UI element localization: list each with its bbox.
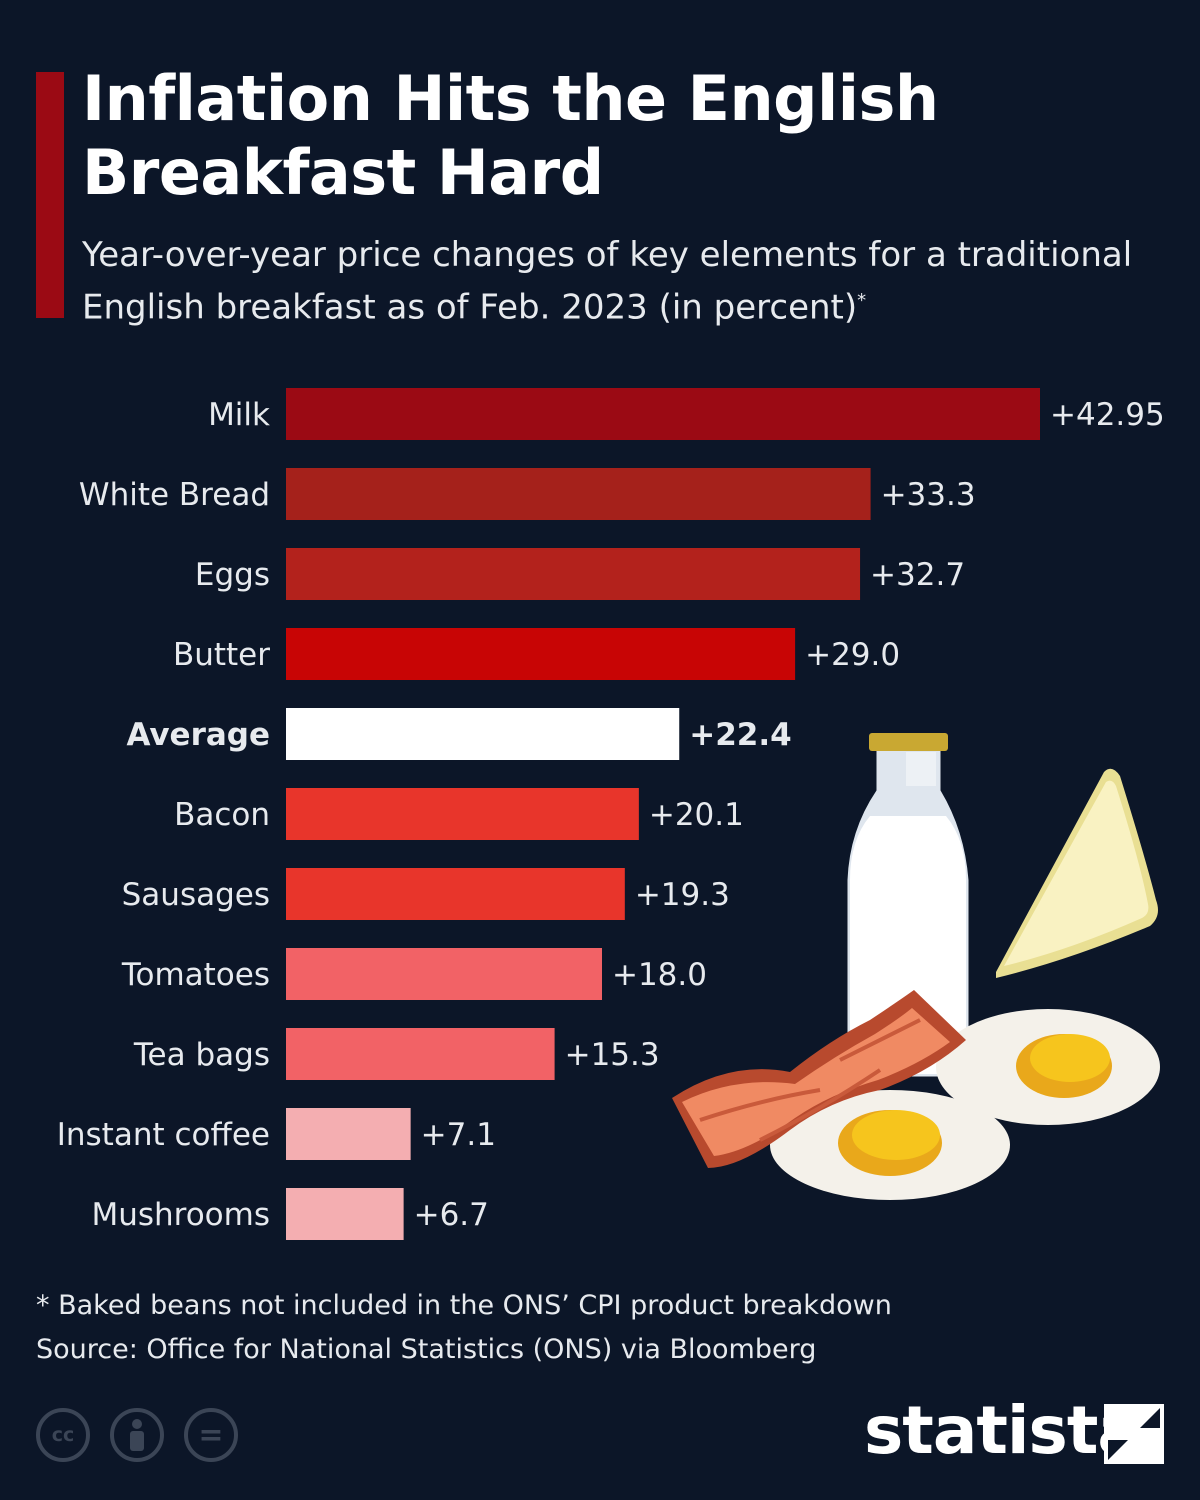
breakfast-illustration xyxy=(672,733,1160,1200)
category-label: Mushrooms xyxy=(91,1197,270,1233)
category-label: Average xyxy=(126,717,270,753)
chart-subtitle: Year-over-year price changes of key elem… xyxy=(82,232,1172,330)
bar xyxy=(286,628,796,680)
bar xyxy=(286,1188,404,1240)
bar xyxy=(286,548,861,600)
value-label: +7.1 xyxy=(421,1117,496,1153)
value-label: +15.3 xyxy=(565,1037,660,1073)
bar xyxy=(286,948,602,1000)
value-label: +20.1 xyxy=(649,797,744,833)
nd-icon[interactable]: = xyxy=(184,1408,238,1462)
bacon-icon xyxy=(672,990,966,1168)
category-label: Instant coffee xyxy=(57,1117,270,1153)
cc-icon[interactable]: cc xyxy=(36,1408,90,1462)
value-label: +29.0 xyxy=(805,637,900,673)
bar-chart: Milk +42.95 White Bread +33.3 Eggs +32.7 Butte… xyxy=(57,388,1165,1240)
by-icon[interactable] xyxy=(110,1408,164,1462)
bar xyxy=(286,868,625,920)
value-label: +33.3 xyxy=(881,477,976,513)
category-label: White Bread xyxy=(79,477,270,513)
category-label: Bacon xyxy=(174,797,270,833)
category-label: Tomatoes xyxy=(121,957,270,993)
bars-group: Milk +42.95 White Bread +33.3 Eggs +32.7 Butte… xyxy=(57,388,1165,1240)
value-label: +18.0 xyxy=(612,957,707,993)
chart-title: Inflation Hits the English Breakfast Har… xyxy=(82,62,939,209)
subtitle-note-marker: * xyxy=(857,290,867,311)
value-label: +19.3 xyxy=(635,877,730,913)
bar xyxy=(286,1108,411,1160)
statista-logo-icon[interactable] xyxy=(1104,1404,1164,1464)
category-label: Butter xyxy=(173,637,270,673)
value-label: +42.95 xyxy=(1050,397,1165,433)
category-label: Milk xyxy=(208,397,270,433)
value-label: +22.4 xyxy=(689,717,791,753)
bar xyxy=(286,388,1040,440)
footnote: * Baked beans not included in the ONS’ C… xyxy=(36,1290,892,1321)
category-label: Tea bags xyxy=(133,1037,270,1073)
value-label: +32.7 xyxy=(870,557,965,593)
toast-icon xyxy=(996,768,1158,978)
title-accent-bar xyxy=(36,72,64,318)
source-note: Source: Office for National Statistics (… xyxy=(36,1334,817,1365)
category-label: Eggs xyxy=(195,557,270,593)
subtitle-text: Year-over-year price changes of key elem… xyxy=(82,235,1133,328)
bar xyxy=(286,788,639,840)
fried-eggs-icon xyxy=(770,1009,1160,1200)
bar xyxy=(286,1028,555,1080)
bar xyxy=(286,708,680,760)
category-label: Sausages xyxy=(122,877,270,913)
value-label: +6.7 xyxy=(414,1197,489,1233)
statista-logo-text[interactable]: statista xyxy=(864,1392,1142,1469)
bar xyxy=(286,468,871,520)
